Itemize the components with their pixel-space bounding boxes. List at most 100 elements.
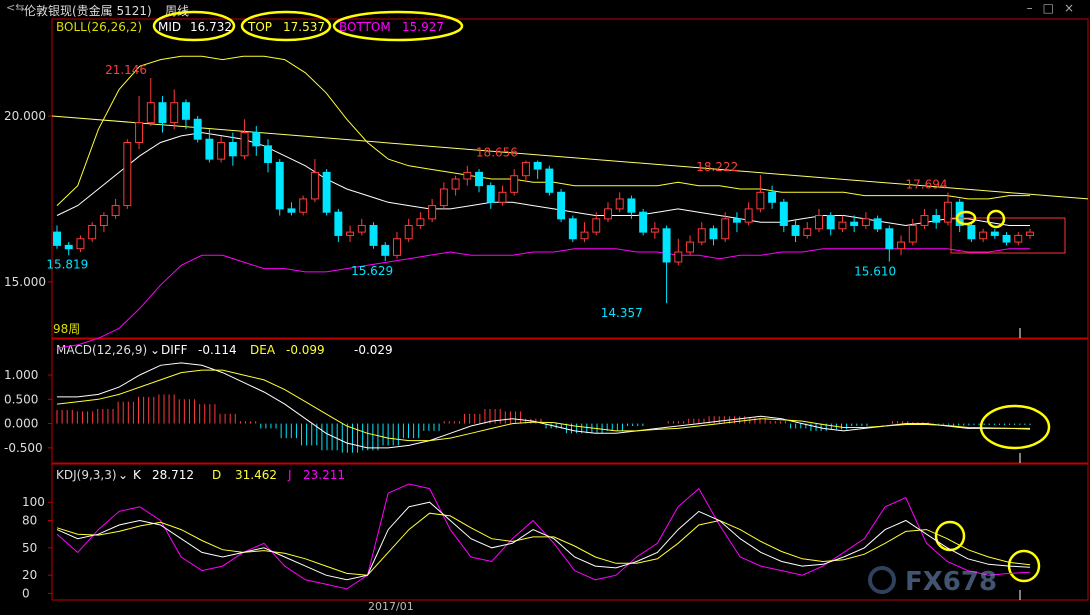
candle-body-33: [439, 188, 448, 207]
candle-body-82: [1014, 234, 1023, 243]
price-annotation-5: 15.629: [351, 264, 393, 278]
price-annotation-1: 18.656: [476, 146, 518, 160]
price-annotation-6: 14.357: [601, 306, 643, 320]
diff-label: DIFF: [161, 343, 188, 357]
boll-bottom-line: [56, 248, 1030, 349]
candle-body-51: [650, 228, 659, 233]
candle-body-19: [275, 161, 284, 210]
candle-body-79: [979, 231, 988, 240]
candle-body-63: [791, 224, 800, 236]
j-value: 23.211: [303, 468, 345, 482]
watermark-logo-icon: [868, 566, 896, 594]
boll-top-line: [56, 55, 1030, 206]
candle-body-66: [826, 215, 835, 230]
candle-body-14: [217, 142, 226, 160]
k-value: 28.712: [152, 468, 194, 482]
top-label: TOP: [247, 20, 272, 34]
panel-frame-2: [51, 463, 1089, 601]
candle-body-81: [1002, 234, 1011, 243]
candle-body-17: [252, 132, 261, 147]
kdj-tick-label-0: 100: [22, 495, 45, 509]
watermark-text: FX678: [905, 567, 997, 597]
candle-body-15: [228, 142, 237, 157]
boll-small-circle-2: [986, 209, 1006, 229]
boll-header: BOLL(26,26,2) MID 16.732 TOP 17.537 BOTT…: [53, 10, 464, 336]
kdj-k-line: [56, 501, 1031, 581]
candle-body-69: [861, 218, 870, 226]
candle-body-36: [475, 171, 483, 187]
candle-body-50: [639, 211, 648, 233]
candle-body-27: [369, 224, 378, 246]
kdj-tick-label-4: 0: [22, 586, 30, 600]
price-annotation-2: 18.222: [696, 160, 738, 174]
panel-frames: [51, 18, 1089, 601]
candle-body-76: [943, 201, 952, 223]
macd-dea-line: [56, 369, 1030, 442]
candle-body-42: [545, 168, 554, 193]
window-controls[interactable]: –□×: [1027, 1, 1084, 15]
top-highlight-ellipse: [240, 10, 332, 42]
boll-tick-label-1: 15.000: [4, 275, 46, 289]
candle-body-13: [205, 138, 214, 160]
macd-dropdown-icon[interactable]: ⌄: [150, 343, 160, 357]
candle-body-52: [662, 228, 671, 263]
candle-body-55: [697, 228, 706, 243]
x-axis-date: 2017/01: [368, 600, 414, 613]
candle-body-11: [181, 102, 190, 120]
kdj-tick-label-1: 80: [22, 513, 37, 527]
boll-name: BOLL(26,26,2): [56, 20, 142, 34]
kdj-tick-label-2: 50: [22, 541, 37, 555]
d-value: 31.462: [235, 468, 277, 482]
candle-body-25: [346, 231, 355, 236]
price-annotation-7: 15.610: [854, 265, 896, 279]
candle-body-67: [838, 221, 847, 230]
close-icon[interactable]: ×: [1063, 1, 1084, 15]
minimize-icon[interactable]: –: [1026, 1, 1043, 15]
candle-body-53: [674, 251, 683, 263]
panel-frame-0: [51, 18, 1089, 339]
boll-mid-line: [56, 132, 1030, 227]
maximize-icon[interactable]: □: [1042, 1, 1064, 15]
macd-tick-label-3: -0.500: [4, 441, 43, 455]
candle-body-8: [146, 102, 155, 124]
candle-body-70: [873, 218, 882, 230]
candle-body-59: [744, 208, 753, 223]
candle-body-32: [428, 205, 437, 220]
kdj-tick-label-3: 20: [22, 568, 37, 582]
macd-tick-label-0: 1.000: [4, 368, 38, 382]
bottom-highlight-ellipse: [332, 10, 464, 42]
candle-body-56: [709, 228, 718, 240]
candle-body-37: [486, 185, 495, 203]
candle-body-39: [510, 175, 519, 193]
candle-body-48: [615, 198, 624, 210]
candle-body-46: [592, 218, 601, 233]
candle-body-78: [967, 224, 976, 240]
candle-body-68: [850, 221, 859, 226]
candle-body-29: [392, 238, 401, 256]
back-forward-icon[interactable]: <⇆: [6, 1, 25, 14]
macd-name: MACD(12,26,9): [56, 343, 147, 357]
price-annotation-3: 17.694: [906, 177, 948, 191]
macd-tick-label-2: 0.000: [4, 417, 38, 431]
candle-body-34: [451, 178, 460, 190]
price-annotations: 21.146 18.656 18.222 17.694 15.819 15.629 14.3…: [46, 63, 947, 320]
candle-body-6: [123, 142, 132, 207]
macd-plot: [56, 362, 1031, 453]
candle-body-80: [990, 231, 999, 236]
dea-label: DEA: [250, 343, 276, 357]
candle-body-21: [299, 198, 308, 213]
candle-body-23: [322, 171, 331, 213]
kdj-d-line: [56, 512, 1031, 576]
kdj-plot: [56, 483, 1031, 590]
candle-body-3: [88, 224, 97, 240]
window-title: 伦敦银现(贵金属 5121): [24, 4, 152, 18]
kdj-dropdown-icon[interactable]: ⌄: [118, 468, 128, 482]
mid-value: 16.732: [190, 20, 232, 34]
bottom-label: BOTTOM: [339, 20, 391, 34]
candle-body-62: [779, 201, 788, 226]
candle-body-60: [756, 191, 765, 210]
candle-body-47: [604, 208, 612, 220]
kdj-name: KDJ(9,3,3): [56, 468, 117, 482]
boll-tick-label-0: 20.000: [4, 109, 46, 123]
trend-line: [51, 115, 1089, 200]
